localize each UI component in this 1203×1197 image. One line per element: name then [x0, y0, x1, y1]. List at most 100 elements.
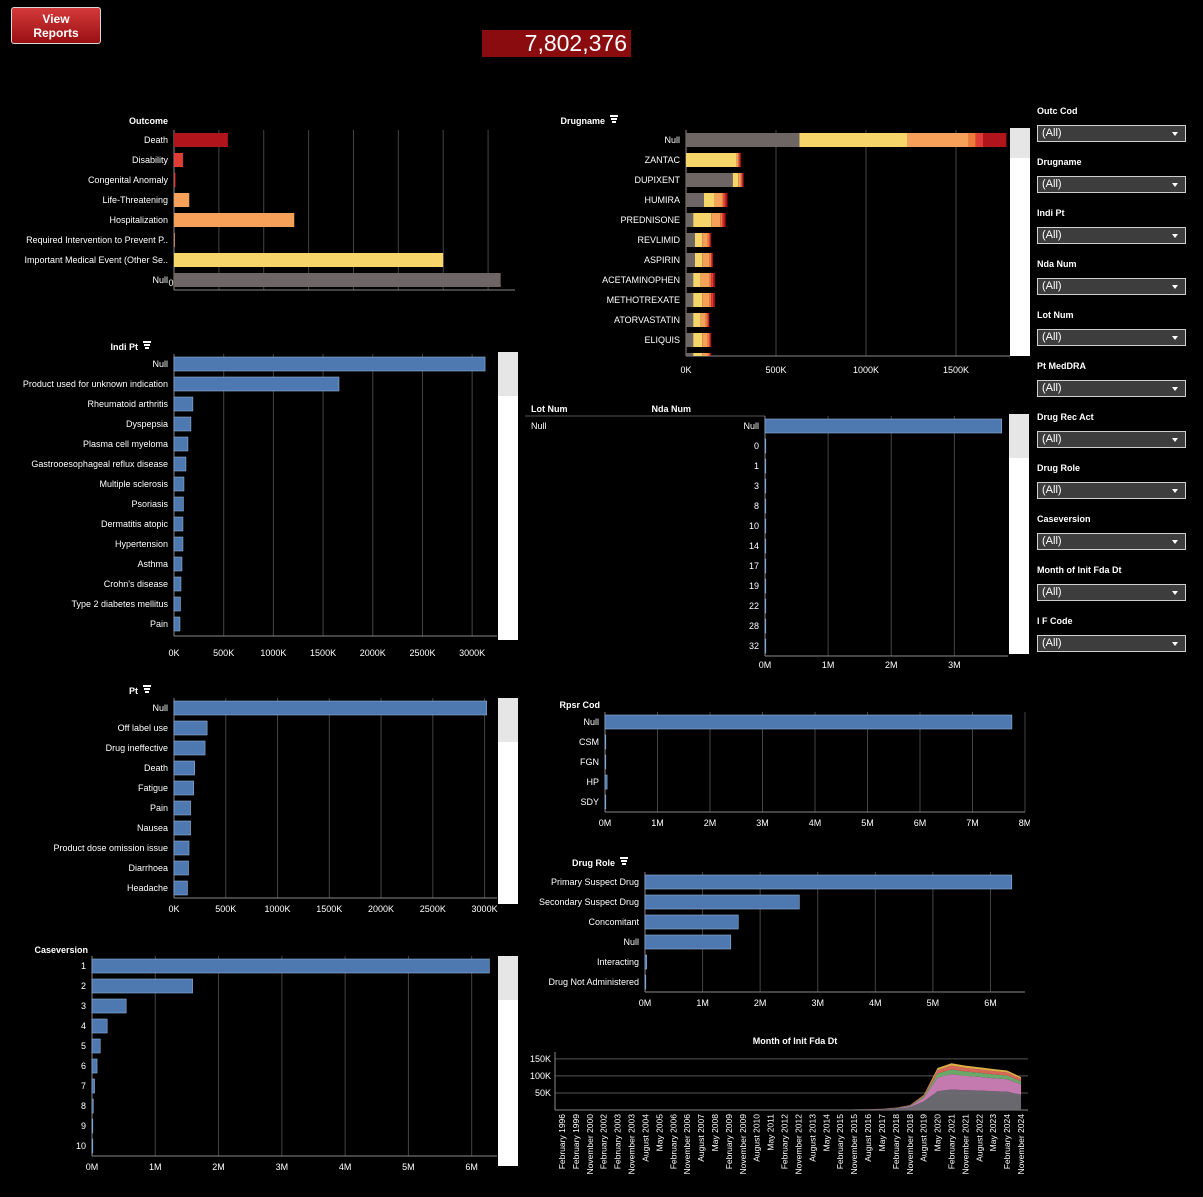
- filter-dropdown[interactable]: (All): [1037, 431, 1186, 448]
- tick-label: February 2003: [613, 1114, 623, 1170]
- bar-segment: [975, 133, 983, 147]
- tick-label: 2000K: [368, 904, 394, 914]
- bar: [91, 1138, 94, 1154]
- bar-segment: [720, 213, 722, 227]
- area-series: [561, 1089, 1022, 1110]
- category-label: Null: [152, 703, 168, 713]
- chart-title: Month of Init Fda Dt: [753, 1036, 837, 1046]
- category-label: Null: [743, 421, 759, 431]
- category-label: 17: [749, 561, 759, 571]
- drugname-chart: Drugname 0K 500K 1000K 1500K Null ZANTAC DUPIXE…: [560, 115, 1030, 375]
- tick-label: November 2003: [627, 1114, 637, 1175]
- bar-segment: [983, 133, 1007, 147]
- tick-label: 1M: [149, 1162, 162, 1172]
- filter-dropdown[interactable]: (All): [1037, 380, 1186, 397]
- bar-segment: [741, 173, 743, 187]
- filter-dropdown[interactable]: (All): [1037, 584, 1186, 601]
- filter-dropdown[interactable]: (All): [1037, 533, 1186, 550]
- filter-icon-bar: [145, 347, 149, 349]
- bar-segment: [700, 273, 710, 287]
- filter-dropdown[interactable]: (All): [1037, 176, 1186, 193]
- tick-label: 2M: [885, 660, 898, 670]
- tick-label: 2500K: [420, 904, 446, 914]
- tick-label: 6M: [465, 1162, 478, 1172]
- bar-segment: [742, 173, 744, 187]
- tick-label: 1M: [651, 818, 664, 828]
- bar: [604, 734, 607, 750]
- chevron-down-icon: [1172, 132, 1178, 136]
- bar-segment: [702, 233, 708, 247]
- bar-segment: [693, 333, 703, 347]
- tick-label: February 2021: [946, 1114, 956, 1170]
- chevron-down-icon: [1172, 540, 1178, 544]
- category-label: PREDNISONE: [620, 215, 680, 225]
- filter-dropdown[interactable]: (All): [1037, 329, 1186, 346]
- filter-drug-role: Drug Role (All): [1037, 463, 1192, 499]
- filter-dropdown[interactable]: (All): [1037, 635, 1186, 652]
- bar: [173, 720, 208, 736]
- bar-segment: [686, 253, 695, 267]
- tick-label: 6M: [984, 998, 997, 1008]
- category-label: Required Intervention to Prevent P..: [26, 235, 168, 245]
- category-label: Secondary Suspect Drug: [539, 897, 639, 907]
- category-label: Gastrooesophageal reflux disease: [31, 459, 168, 469]
- tick-label: November 2015: [849, 1114, 859, 1175]
- nda-num-chart: Nda Num Lot Num Null 0M 1M 2M 3M Null 0 1 3 8 10 14 17…: [525, 404, 1029, 670]
- category-label: 7: [81, 1081, 86, 1091]
- filter-label: Drugname: [1037, 157, 1082, 167]
- category-label: 22: [749, 601, 759, 611]
- filter-dropdown[interactable]: (All): [1037, 278, 1186, 295]
- view-reports-button[interactable]: View Reports: [11, 7, 101, 44]
- filter-dropdown[interactable]: (All): [1037, 482, 1186, 499]
- bar: [173, 700, 487, 716]
- chart-title: Nda Num: [651, 404, 691, 414]
- filter-dropdown[interactable]: (All): [1037, 227, 1186, 244]
- tick-label: May 2014: [821, 1114, 831, 1152]
- category-label: 32: [749, 641, 759, 651]
- filter-drugname: Drugname (All): [1037, 157, 1192, 193]
- bar-segment: [686, 233, 695, 247]
- category-label: 28: [749, 621, 759, 631]
- area-series: [561, 1074, 1022, 1110]
- bar: [644, 974, 647, 990]
- bar-segment: [705, 313, 708, 327]
- category-label: 10: [749, 521, 759, 531]
- category-label: Null: [623, 937, 639, 947]
- category-label: Disability: [132, 155, 169, 165]
- bar: [644, 934, 732, 950]
- bar-segment: [695, 253, 703, 267]
- tick-label: 0K: [168, 648, 179, 658]
- bars: Null ZANTAC DUPIXENT HUMIRA PREDNISONE REVLIM…: [598, 133, 1007, 356]
- scrollbar-track: [1009, 414, 1029, 654]
- bar-segment: [710, 353, 712, 356]
- filter-label: Indi Pt: [1037, 208, 1065, 218]
- tick-label: 1000K: [265, 904, 291, 914]
- filter-dropdown[interactable]: (All): [1037, 125, 1186, 142]
- bar: [173, 356, 486, 372]
- chevron-down-icon: [1172, 285, 1178, 289]
- bar: [764, 498, 767, 514]
- tick-label: 3M: [811, 998, 824, 1008]
- bar: [173, 800, 191, 816]
- tick-label: 0M: [599, 818, 612, 828]
- bar-segment: [709, 253, 712, 267]
- bar-segment: [711, 213, 721, 227]
- tick-label: November 2009: [738, 1114, 748, 1175]
- row-label: Null: [531, 421, 547, 431]
- category-label: CSM: [579, 737, 599, 747]
- month-init-fda-chart: Month of Init Fda Dt 50K 100K 150K February …: [530, 1036, 1028, 1175]
- area-series: [561, 1069, 1022, 1110]
- filter-icon-bar: [610, 115, 618, 117]
- filter-value: (All): [1042, 331, 1062, 343]
- bar-segment: [713, 273, 715, 287]
- scrollbar-track: [498, 956, 518, 1166]
- category-label: Null: [664, 135, 680, 145]
- filter-label: I F Code: [1037, 616, 1073, 626]
- bar-segment: [686, 213, 694, 227]
- scrollbar-track: [1010, 128, 1030, 356]
- bar: [91, 1038, 101, 1054]
- bar-segment: [693, 213, 712, 227]
- bar: [173, 476, 185, 492]
- bars: 1 2 3 4 5 6 7 8 9 10: [76, 958, 490, 1154]
- filter-pt-meddra: Pt MedDRA (All): [1037, 361, 1192, 397]
